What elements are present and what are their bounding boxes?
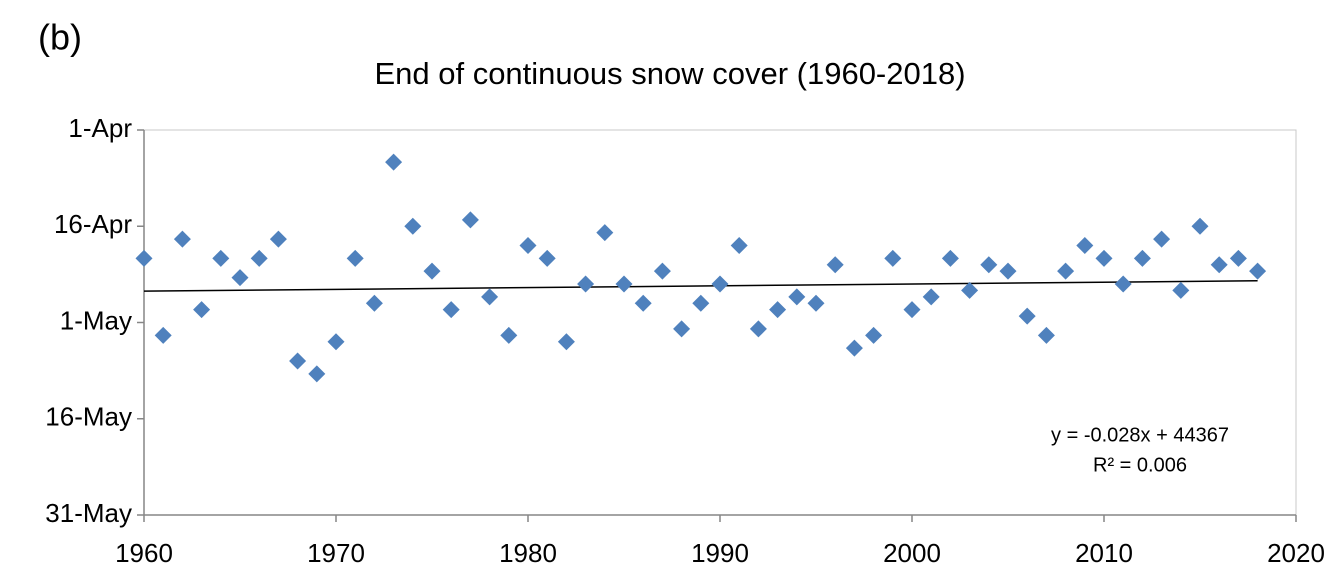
- point: [634, 294, 652, 312]
- chart-title: End of continuous snow cover (1960-2018): [374, 56, 965, 91]
- point: [193, 301, 211, 319]
- y-tick-label: 16-May: [45, 402, 132, 432]
- trendline: [143, 280, 1258, 292]
- point: [212, 249, 230, 267]
- point: [596, 224, 614, 242]
- trend-r2: R² = 0.006: [1093, 454, 1187, 476]
- point: [289, 352, 307, 370]
- trend-equation: y = -0.028x + 44367: [1051, 424, 1229, 446]
- x-tick-label: 2020: [1267, 538, 1325, 568]
- point: [461, 211, 479, 229]
- point: [1037, 326, 1055, 344]
- point: [385, 153, 403, 171]
- point: [1229, 249, 1247, 267]
- point: [500, 326, 518, 344]
- point: [365, 294, 383, 312]
- point: [481, 288, 499, 306]
- point: [519, 237, 537, 254]
- point: [327, 333, 345, 351]
- point: [788, 288, 806, 306]
- point: [1191, 217, 1209, 235]
- point: [1114, 275, 1132, 293]
- point: [1095, 249, 1113, 267]
- point: [884, 249, 902, 267]
- point: [423, 262, 441, 280]
- point: [653, 262, 671, 280]
- point: [269, 230, 287, 248]
- x-tick-label: 1990: [691, 538, 749, 568]
- point: [1018, 307, 1036, 325]
- x-tick-label: 1980: [499, 538, 557, 568]
- point: [1172, 281, 1190, 299]
- point: [557, 333, 575, 351]
- panel-label: (b): [38, 17, 82, 58]
- point: [1153, 230, 1171, 248]
- point: [308, 365, 326, 383]
- point: [250, 249, 268, 267]
- y-tick-label: 1-May: [60, 305, 132, 335]
- point: [922, 288, 940, 306]
- point: [845, 339, 863, 357]
- point: [807, 294, 825, 312]
- y-tick-label: 31-May: [45, 498, 132, 528]
- point: [615, 275, 633, 293]
- point: [903, 301, 921, 319]
- point: [154, 326, 172, 344]
- y-tick-label: 1-Apr: [68, 113, 132, 143]
- point: [173, 230, 191, 248]
- point: [692, 294, 710, 312]
- point: [1076, 237, 1094, 254]
- point: [1210, 256, 1228, 274]
- point: [577, 275, 595, 293]
- x-tick-label: 1960: [115, 538, 173, 568]
- x-tick-label: 2010: [1075, 538, 1133, 568]
- point: [865, 326, 883, 344]
- point: [135, 249, 153, 267]
- point: [711, 275, 729, 293]
- x-tick-label: 1970: [307, 538, 365, 568]
- point: [961, 281, 979, 299]
- point: [442, 301, 460, 319]
- point: [980, 256, 998, 274]
- point: [826, 256, 844, 274]
- point: [730, 237, 748, 254]
- point: [346, 249, 364, 267]
- point: [1133, 249, 1151, 267]
- point: [404, 217, 422, 235]
- point: [749, 320, 767, 338]
- point: [769, 301, 787, 319]
- point: [231, 269, 249, 287]
- point: [941, 249, 959, 267]
- x-tick-label: 2000: [883, 538, 941, 568]
- point: [999, 262, 1017, 280]
- point: [673, 320, 691, 338]
- point: [1249, 262, 1267, 280]
- point: [538, 249, 556, 267]
- point: [1057, 262, 1075, 280]
- y-tick-label: 16-Apr: [54, 209, 132, 239]
